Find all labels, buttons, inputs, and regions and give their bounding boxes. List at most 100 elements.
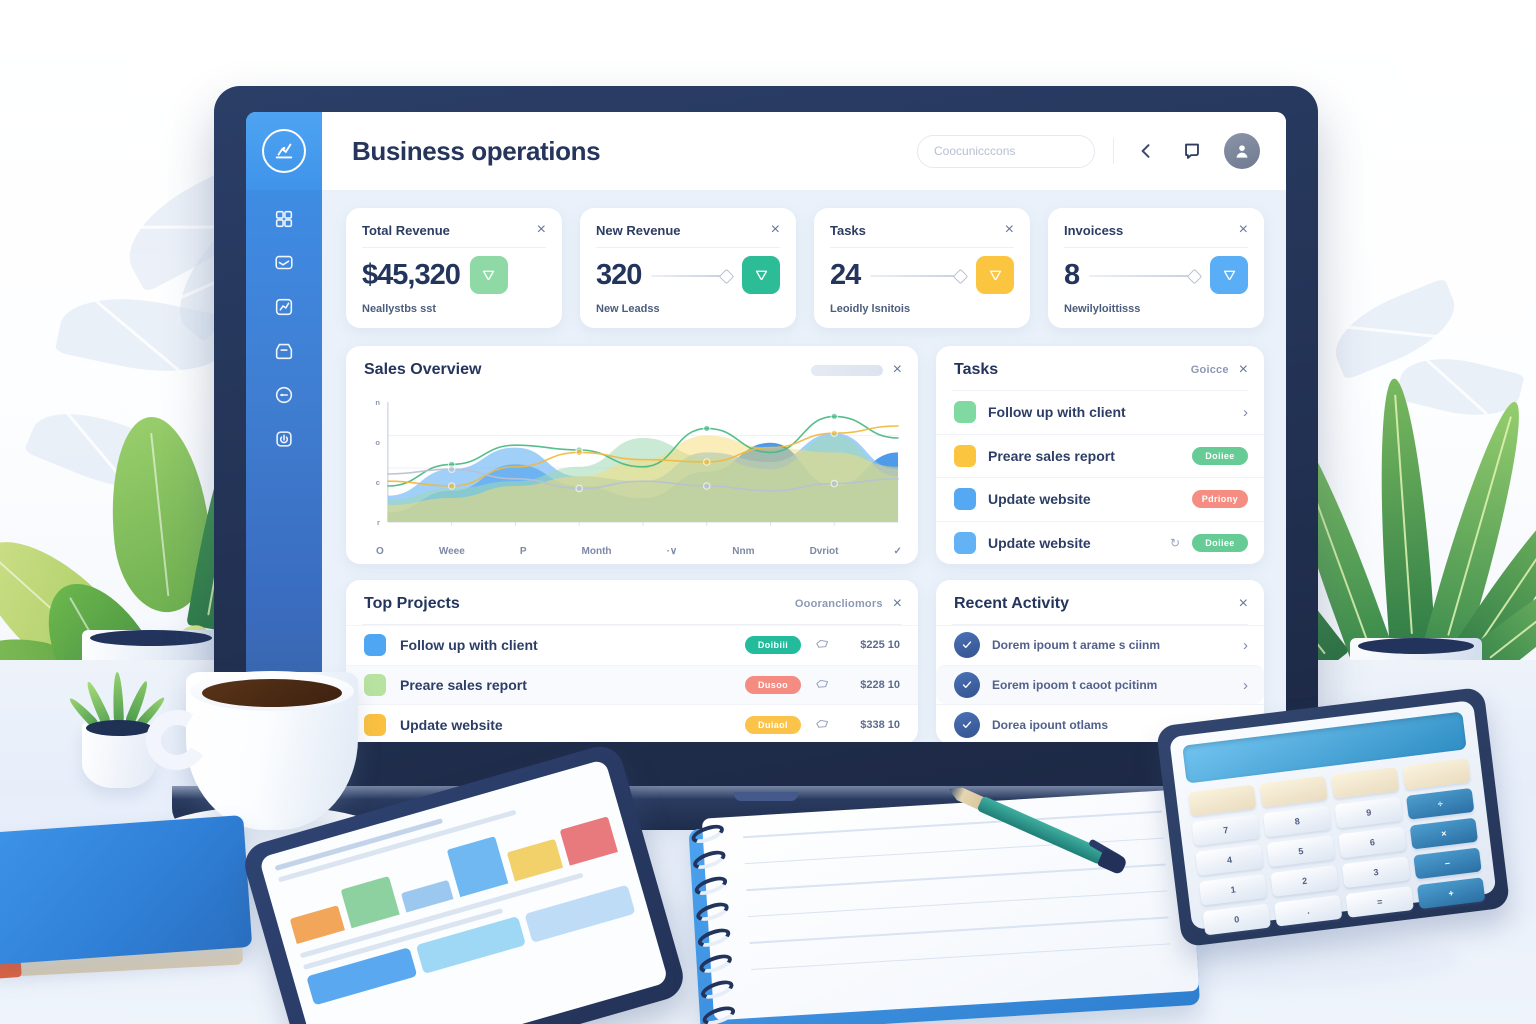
x-tick: Nnm — [732, 546, 755, 557]
close-icon[interactable]: × — [1238, 361, 1248, 378]
kpi-subtitle: New Leadss — [596, 303, 660, 315]
kpi-card-total-revenue[interactable]: Total Revenue × $45,320 Neallystbs sst — [346, 208, 562, 328]
calculator-key[interactable]: 2 — [1270, 865, 1339, 897]
coffee-liquid — [202, 679, 342, 707]
calculator-key[interactable]: ÷ — [1405, 787, 1475, 820]
projects-action-link[interactable]: Ooorancliomors — [794, 598, 883, 610]
table-row[interactable]: Update website Duiaol $338 10 — [346, 704, 918, 742]
calculator-key[interactable]: 3 — [1341, 856, 1411, 889]
x-tick: O — [376, 546, 384, 557]
calculator-key[interactable]: 8 — [1263, 805, 1332, 838]
x-tick: Month — [581, 546, 612, 557]
svg-text:n: n — [375, 398, 380, 407]
kpi-title: Tasks — [830, 222, 866, 238]
kpi-title: Invoicess — [1064, 222, 1124, 238]
messages-icon[interactable] — [269, 248, 299, 278]
kpi-card-invoices[interactable]: Invoicess × 8 Newilyloit — [1048, 208, 1264, 328]
close-icon[interactable]: × — [1238, 595, 1248, 612]
refresh-icon[interactable]: ↻ — [1169, 535, 1180, 550]
close-icon[interactable]: × — [1238, 221, 1248, 238]
activity-list: Dorem ipoum t arame s ciinm › Eorem ipoo… — [936, 625, 1264, 742]
chevron-right-icon[interactable]: › — [1243, 676, 1248, 694]
status-badge: Doibiii — [745, 636, 801, 655]
check-user-icon — [954, 672, 980, 698]
kpi-value: 24 — [830, 258, 861, 291]
panel-title: Recent Activity — [954, 595, 1069, 612]
status-badge: Doiiee — [1192, 446, 1248, 465]
calculator-key[interactable]: × — [1409, 817, 1479, 850]
chevron-right-icon[interactable]: › — [1243, 636, 1248, 654]
chart-range-selector[interactable] — [810, 364, 883, 376]
x-tick: ✓ — [893, 546, 902, 557]
kpi-card-new-revenue[interactable]: New Revenue × 320 New Le — [580, 208, 796, 328]
status-badge: Duiaol — [745, 715, 801, 734]
book-cover — [0, 815, 253, 965]
panel-title: Tasks — [954, 361, 999, 378]
calculator-key[interactable]: 9 — [1334, 796, 1403, 829]
list-item[interactable]: Eorem ipoom t caoot pcitinm › — [936, 664, 1264, 705]
power-icon[interactable] — [269, 424, 299, 454]
x-tick: Dvriot — [809, 546, 839, 557]
svg-text:r: r — [377, 518, 380, 527]
calculator-key[interactable]: 5 — [1266, 835, 1336, 868]
task-list: Follow up with client › Preare sales rep… — [936, 391, 1264, 564]
table-row[interactable]: Follow up with client Doibiii $225 10 — [346, 625, 918, 665]
close-icon[interactable]: × — [892, 595, 902, 612]
close-icon[interactable]: × — [770, 221, 780, 238]
leaf — [1371, 377, 1436, 652]
calculator-key[interactable]: 7 — [1191, 814, 1261, 847]
close-icon[interactable]: × — [536, 221, 546, 238]
calculator-key[interactable] — [1330, 766, 1400, 799]
status-badge: Doiiee — [1192, 533, 1248, 552]
calculator-key[interactable]: 1 — [1198, 873, 1268, 906]
svg-text:c: c — [376, 478, 380, 487]
divider — [1064, 247, 1248, 248]
calculator-key[interactable] — [1402, 758, 1471, 790]
reports-icon[interactable] — [269, 292, 299, 322]
kpi-sparkline — [651, 268, 732, 282]
dashboard-icon[interactable] — [269, 204, 299, 234]
kpi-subtitle: Newilyloittisss — [1064, 303, 1141, 315]
task-row[interactable]: Follow up with client › — [936, 391, 1264, 434]
tasks-action-link[interactable]: Goicce — [1190, 364, 1229, 376]
brand-cell[interactable] — [246, 112, 322, 190]
project-name: Preare sales report — [400, 677, 527, 693]
kpi-badge-icon — [1210, 256, 1248, 294]
x-tick: ·∨ — [666, 546, 678, 557]
kpi-title: Total Revenue — [362, 222, 450, 238]
list-item[interactable]: Dorea ipount otlams › — [936, 704, 1264, 742]
project-name: Follow up with client — [400, 637, 538, 654]
calculator-key[interactable] — [1259, 775, 1328, 808]
settings-icon[interactable] — [269, 380, 299, 410]
divider — [952, 390, 1248, 391]
task-row[interactable]: Update website Pdriony — [936, 477, 1264, 521]
task-row[interactable]: Update website ↻ Doiiee — [936, 520, 1264, 565]
kpi-title: New Revenue — [596, 222, 681, 238]
chevron-right-icon[interactable]: › — [1243, 403, 1248, 421]
x-tick: Weee — [438, 546, 465, 557]
table-row[interactable]: Preare sales report Dusoo $228 10 — [346, 664, 918, 705]
search-input[interactable]: Coocunicccons — [917, 134, 1095, 168]
laptop: Business operations Coocunicccons — [172, 86, 1362, 830]
activity-text: Dorea ipount otlams — [992, 717, 1109, 732]
calculator-key[interactable] — [1187, 784, 1257, 817]
status-badge: Dusoo — [745, 676, 801, 694]
project-amount: $338 10 — [860, 718, 900, 731]
calculator-key[interactable]: 6 — [1338, 826, 1407, 859]
user-avatar-icon[interactable] — [1224, 133, 1260, 169]
task-row[interactable]: Preare sales report Doiiee — [936, 433, 1264, 478]
check-user-icon — [954, 711, 980, 738]
app-topbar: Business operations Coocunicccons — [322, 112, 1286, 190]
calculator-key[interactable]: 4 — [1195, 844, 1264, 876]
kpi-card-tasks[interactable]: Tasks × 24 Leoidly lsnit — [814, 208, 1030, 328]
inbox-icon[interactable] — [269, 336, 299, 366]
laptop-screen: Business operations Coocunicccons — [246, 112, 1286, 742]
close-icon[interactable]: × — [892, 361, 902, 378]
close-icon[interactable]: × — [1004, 221, 1014, 238]
list-item[interactable]: Dorem ipoum t arame s ciinm › — [936, 625, 1264, 665]
notification-square-icon[interactable] — [1178, 137, 1206, 165]
chevron-left-icon[interactable] — [1132, 137, 1160, 165]
task-label: Update website — [988, 491, 1091, 508]
calculator-key[interactable]: − — [1413, 847, 1482, 880]
analytics-logo-icon — [262, 129, 306, 173]
